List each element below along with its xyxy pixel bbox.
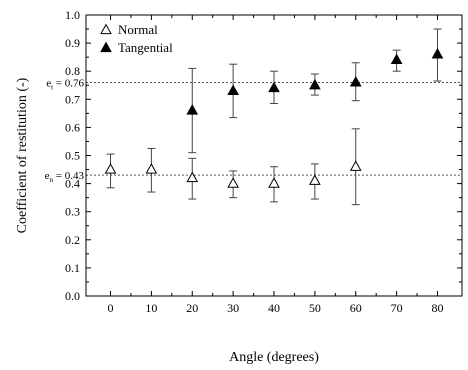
y-tick-label: 1.0 xyxy=(65,8,80,22)
legend-marker-normal xyxy=(100,23,112,35)
y-tick-label: 0.6 xyxy=(65,120,80,134)
normal-point xyxy=(227,177,239,188)
legend-label-normal: Normal xyxy=(118,22,158,37)
y-tick-label: 0.3 xyxy=(65,205,80,219)
y-tick-label: 0.7 xyxy=(65,92,80,106)
x-tick-label: 0 xyxy=(108,301,114,315)
x-tick-label: 80 xyxy=(431,301,443,315)
x-axis-title: Angle (degrees) xyxy=(229,350,319,365)
x-tick-label: 20 xyxy=(186,301,198,315)
tangential-point xyxy=(227,84,239,95)
tangential-point xyxy=(431,47,444,59)
axis-ticks xyxy=(86,14,462,297)
normal-point xyxy=(186,171,199,183)
normal-point xyxy=(145,163,158,174)
y-tick-label: 0.4 xyxy=(65,177,80,191)
x-tick-label: 70 xyxy=(391,301,403,315)
normal-point xyxy=(349,160,362,171)
tangential-point xyxy=(268,81,280,93)
y-tick-label: 0.0 xyxy=(65,289,80,303)
data-markers xyxy=(104,47,444,188)
normal-point xyxy=(104,163,117,174)
y-tick-label: 0.5 xyxy=(65,149,80,163)
y-axis-title: Coefficient of restitution (-) xyxy=(15,77,30,233)
y-tick-label: 0.8 xyxy=(65,64,80,78)
x-tick-label: 30 xyxy=(227,301,239,315)
y-tick-label: 0.9 xyxy=(65,36,80,50)
reference-lines: et = 0.76 en = 0.43 xyxy=(45,77,462,184)
reference-line-label: et = 0.76 xyxy=(46,77,84,91)
x-tick-label: 60 xyxy=(350,301,362,315)
legend-label-tangential: Tangential xyxy=(118,40,173,55)
x-tick-label: 40 xyxy=(268,301,280,315)
plot-area-frame xyxy=(85,14,463,297)
axis-tick-labels: 0.0 0.1 0.2 0.3 0.4 0.5 0.6 0.7 0.8 0.9 1.0 0 10 20 30… xyxy=(65,8,443,315)
legend: Normal Tangential xyxy=(100,22,173,55)
y-tick-label: 0.1 xyxy=(65,261,80,275)
x-tick-label: 10 xyxy=(145,301,157,315)
tangential-point xyxy=(349,76,362,87)
normal-point xyxy=(268,177,280,188)
legend-marker-tangential xyxy=(100,41,112,53)
tangential-point xyxy=(309,78,321,90)
reference-line-label: en = 0.43 xyxy=(45,170,85,184)
normal-point xyxy=(309,174,321,185)
x-tick-label: 50 xyxy=(309,301,321,315)
y-tick-label: 0.2 xyxy=(65,233,80,247)
tangential-point xyxy=(390,53,403,65)
tangential-point xyxy=(186,104,199,115)
